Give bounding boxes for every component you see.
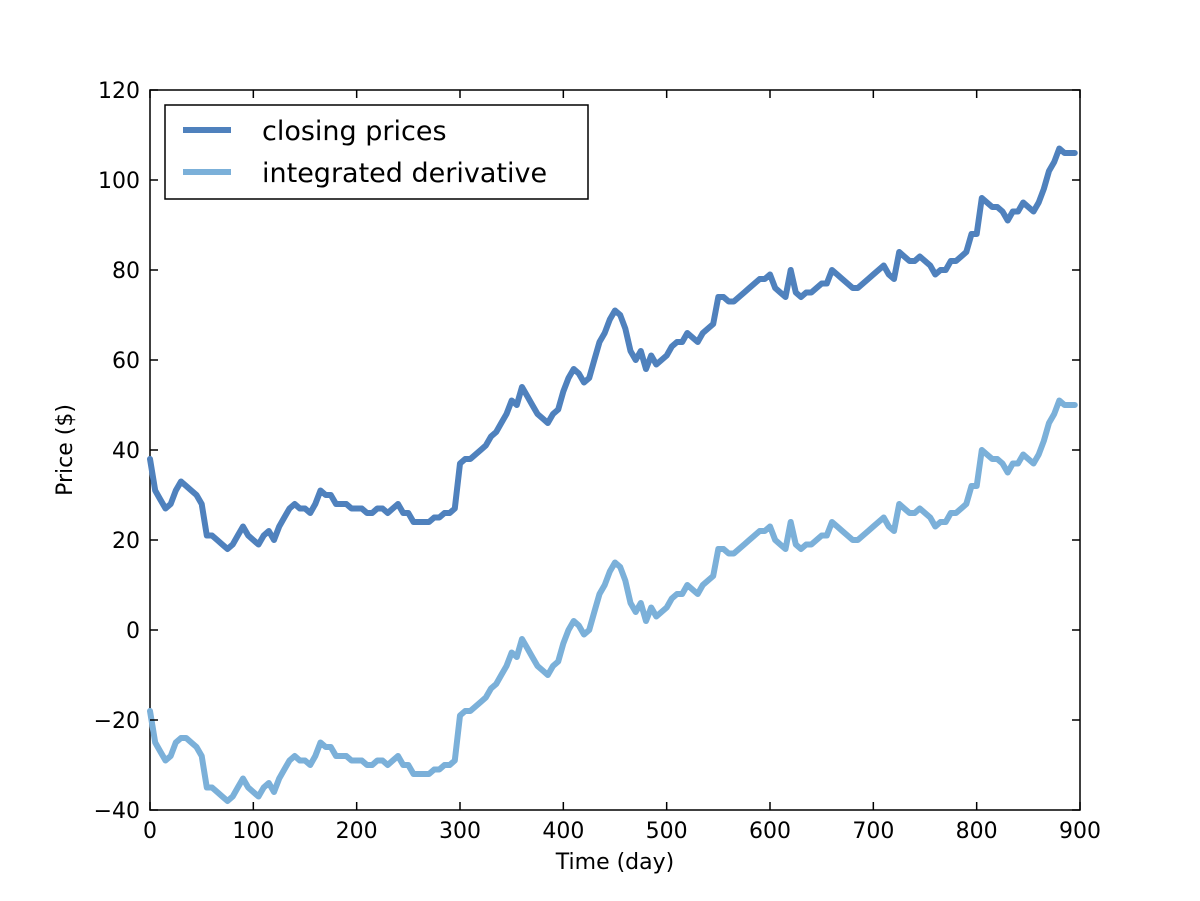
- y-axis-label: Price ($): [53, 404, 78, 496]
- x-tick-label: 800: [956, 819, 998, 844]
- x-tick-label: 700: [852, 819, 894, 844]
- y-tick-label: 80: [112, 259, 140, 284]
- plot-area: 0 100 200 300 400 500 600 700 800 900 −40 −20 0 20 40 6…: [94, 79, 1101, 844]
- y-tick-label: 20: [112, 529, 140, 554]
- y-tick-label: 40: [112, 439, 140, 464]
- x-tick-label: 400: [542, 819, 584, 844]
- y-tick-label: −40: [94, 799, 140, 824]
- y-tick-label: −20: [94, 709, 140, 734]
- x-tick-label: 200: [336, 819, 378, 844]
- x-tick-label: 0: [143, 819, 157, 844]
- x-tick-label: 500: [646, 819, 688, 844]
- y-tick-label: 100: [98, 169, 140, 194]
- y-tick-label: 60: [112, 349, 140, 374]
- legend-box: [164, 104, 589, 200]
- x-tick-label: 300: [439, 819, 481, 844]
- series-line-closing-prices: [147, 145, 1078, 552]
- legend-label-closing-prices: closing prices: [262, 116, 447, 147]
- x-axis-label: Time (day): [555, 850, 674, 875]
- y-tick-label: 0: [126, 619, 140, 644]
- legend: closing prices integrated derivative: [164, 104, 589, 200]
- series-line-integrated-derivative: [147, 397, 1078, 804]
- y-tick-label: 120: [98, 79, 140, 104]
- x-tick-label: 600: [749, 819, 791, 844]
- series-layer: [147, 145, 1078, 804]
- x-tick-label: 100: [232, 819, 274, 844]
- ticks-layer: 0 100 200 300 400 500 600 700 800 900 −40 −20 0 20 40 6…: [94, 79, 1101, 844]
- legend-label-integrated-derivative: integrated derivative: [262, 158, 547, 189]
- x-tick-label: 900: [1059, 819, 1101, 844]
